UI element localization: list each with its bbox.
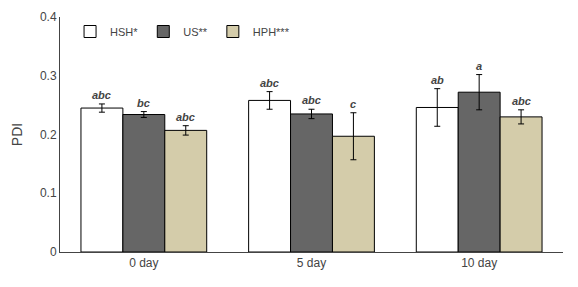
svg-text:bc: bc — [137, 97, 150, 109]
svg-text:0 day: 0 day — [129, 256, 158, 270]
svg-text:abc: abc — [512, 95, 531, 107]
svg-text:abc: abc — [176, 111, 195, 123]
svg-text:US**: US** — [183, 26, 208, 38]
svg-text:0: 0 — [50, 245, 57, 259]
svg-text:0.4: 0.4 — [40, 10, 57, 24]
svg-text:ab: ab — [431, 74, 444, 86]
svg-text:abc: abc — [260, 77, 279, 89]
svg-text:HSH*: HSH* — [110, 26, 138, 38]
svg-text:c: c — [350, 98, 356, 110]
svg-text:abc: abc — [302, 94, 321, 106]
svg-text:5 day: 5 day — [297, 256, 326, 270]
svg-text:HPH***: HPH*** — [253, 26, 290, 38]
svg-text:10 day: 10 day — [461, 256, 497, 270]
svg-text:PDI: PDI — [9, 123, 25, 146]
svg-text:0.1: 0.1 — [40, 186, 57, 200]
svg-text:a: a — [476, 60, 482, 72]
svg-text:0.3: 0.3 — [40, 69, 57, 83]
svg-text:abc: abc — [92, 89, 111, 101]
svg-text:0.2: 0.2 — [40, 128, 57, 142]
